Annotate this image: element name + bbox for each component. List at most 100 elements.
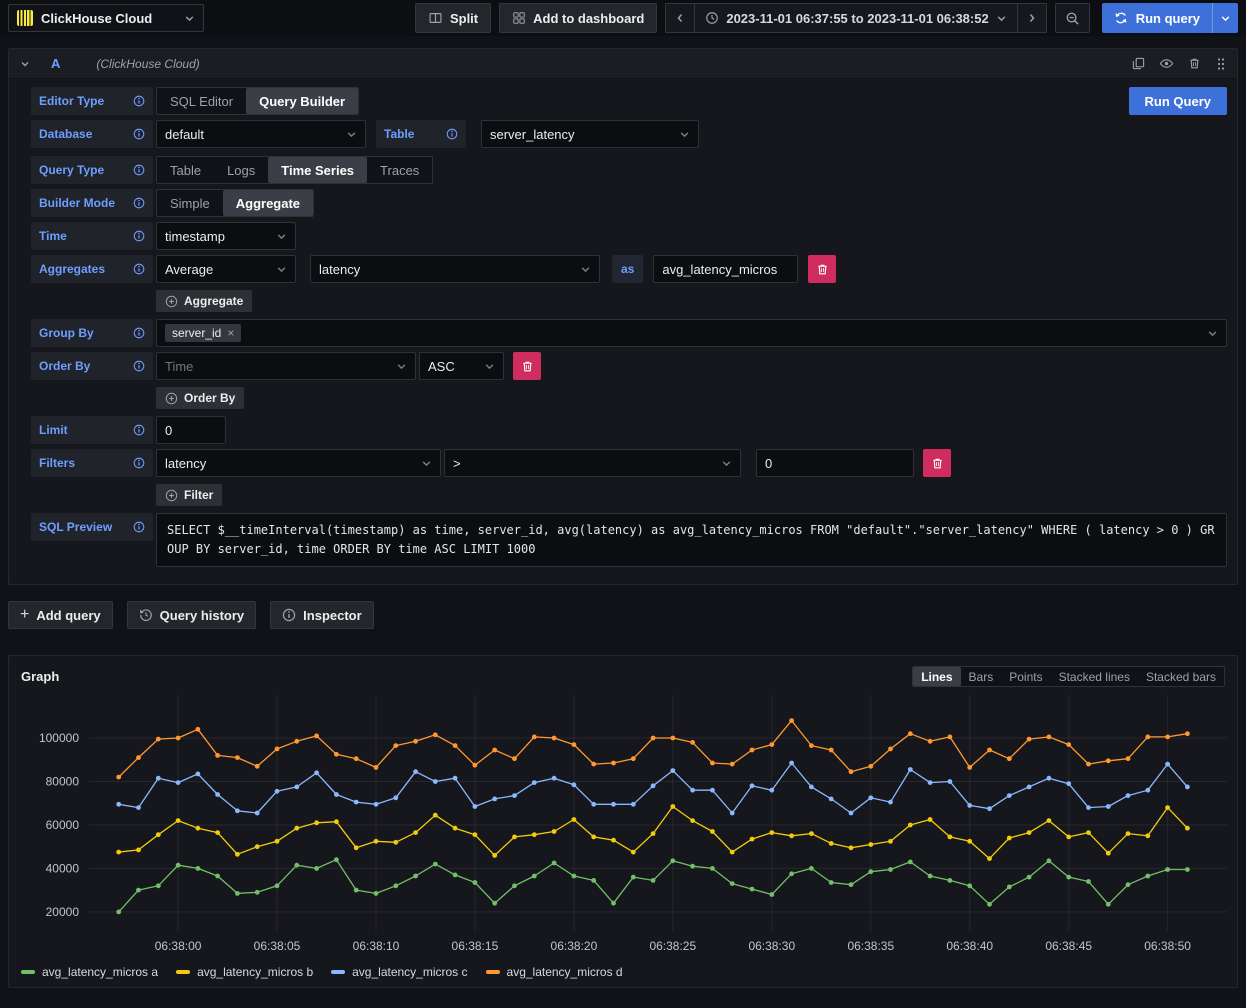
legend-swatch [21, 970, 35, 974]
limit-input[interactable] [156, 416, 226, 444]
database-select[interactable]: default [156, 120, 366, 148]
query-history-button[interactable]: Query history [127, 601, 257, 629]
query-type-radio: TableLogsTime SeriesTraces [156, 156, 433, 184]
filter-value-input[interactable] [756, 449, 914, 477]
info-icon[interactable] [133, 327, 145, 339]
aggregate-function-select[interactable]: Average [156, 255, 296, 283]
toggle-visibility-icon[interactable] [1159, 56, 1174, 71]
chevron-down-icon [996, 13, 1007, 24]
remove-chip-icon[interactable]: × [227, 326, 234, 340]
editor-type-row: Editor Type SQL EditorQuery Builder Run … [31, 87, 1227, 115]
run-query-dropdown[interactable] [1212, 3, 1238, 33]
legend-item[interactable]: avg_latency_micros c [331, 965, 467, 979]
svg-text:06:38:25: 06:38:25 [649, 939, 696, 953]
inspector-button[interactable]: Inspector [270, 601, 374, 629]
datasource-picker[interactable]: ClickHouse Cloud [8, 4, 204, 32]
editor-type-radio: SQL EditorQuery Builder [156, 87, 359, 115]
legend-item[interactable]: avg_latency_micros d [486, 965, 623, 979]
option-sql-editor[interactable]: SQL Editor [157, 88, 246, 114]
option-simple[interactable]: Simple [157, 190, 223, 216]
chevron-left-icon [675, 12, 685, 24]
group-by-multiselect[interactable]: server_id × [156, 319, 1227, 347]
option-bars[interactable]: Bars [961, 667, 1002, 686]
remove-order-by-button[interactable] [513, 352, 541, 380]
drag-handle-icon[interactable] [1215, 57, 1227, 71]
svg-text:06:38:15: 06:38:15 [452, 939, 499, 953]
time-column-select[interactable]: timestamp [156, 222, 296, 250]
svg-text:06:38:30: 06:38:30 [748, 939, 795, 953]
info-icon[interactable] [133, 230, 145, 242]
order-by-field-select[interactable]: Time [156, 352, 416, 380]
graph-panel: Graph LinesBarsPointsStacked linesStacke… [8, 655, 1238, 988]
collapse-chevron-icon[interactable] [19, 58, 31, 70]
add-filter-button[interactable]: Filter [156, 484, 222, 506]
time-range-button[interactable]: 2023-11-01 06:37:55 to 2023-11-01 06:38:… [695, 3, 1017, 33]
svg-text:06:38:45: 06:38:45 [1045, 939, 1092, 953]
run-query-label: Run query [1136, 11, 1200, 26]
query-ref-id: A [51, 56, 60, 71]
query-datasource-hint: (ClickHouse Cloud) [96, 57, 199, 71]
top-toolbar: ClickHouse Cloud Split Add to dashboard [0, 0, 1246, 36]
duplicate-query-icon[interactable] [1132, 57, 1145, 70]
info-icon[interactable] [133, 197, 145, 209]
option-stacked-bars[interactable]: Stacked bars [1138, 667, 1224, 686]
svg-text:06:38:40: 06:38:40 [946, 939, 993, 953]
run-query-inline-button[interactable]: Run Query [1129, 87, 1227, 115]
legend-item[interactable]: avg_latency_micros a [21, 965, 158, 979]
info-icon[interactable] [133, 360, 145, 372]
option-query-builder[interactable]: Query Builder [246, 88, 358, 114]
legend-swatch [176, 970, 190, 974]
info-icon[interactable] [446, 128, 458, 140]
filter-operator-select[interactable]: > [444, 449, 741, 477]
query-type-row: Query Type TableLogsTime SeriesTraces [31, 156, 1227, 184]
run-query-button[interactable]: Run query [1102, 3, 1212, 33]
group-by-label: Group By [31, 319, 153, 347]
info-circle-icon [282, 608, 296, 622]
split-button[interactable]: Split [415, 3, 491, 33]
option-logs[interactable]: Logs [214, 157, 268, 183]
svg-text:60000: 60000 [46, 818, 80, 832]
time-shift-forward-button[interactable] [1018, 3, 1047, 33]
option-lines[interactable]: Lines [913, 667, 960, 686]
info-icon[interactable] [133, 263, 145, 275]
info-icon[interactable] [133, 128, 145, 140]
option-stacked-lines[interactable]: Stacked lines [1051, 667, 1138, 686]
legend-label: avg_latency_micros b [197, 965, 313, 979]
aggregate-column-select[interactable]: latency [310, 255, 600, 283]
option-table[interactable]: Table [157, 157, 214, 183]
info-icon[interactable] [133, 521, 145, 533]
filter-column-select[interactable]: latency [156, 449, 441, 477]
zoom-out-button[interactable] [1055, 3, 1090, 33]
info-icon[interactable] [133, 457, 145, 469]
sql-preview-label: SQL Preview [31, 513, 153, 541]
option-traces[interactable]: Traces [367, 157, 432, 183]
option-time-series[interactable]: Time Series [268, 157, 367, 183]
add-to-dashboard-button[interactable]: Add to dashboard [499, 3, 657, 33]
option-aggregate[interactable]: Aggregate [223, 190, 313, 216]
aggregate-alias-input[interactable] [653, 255, 798, 283]
option-points[interactable]: Points [1001, 667, 1050, 686]
database-label: Database [31, 120, 153, 148]
add-order-by-button[interactable]: Order By [156, 387, 244, 409]
svg-text:06:38:20: 06:38:20 [551, 939, 598, 953]
info-icon[interactable] [133, 424, 145, 436]
refresh-icon [1114, 11, 1128, 25]
time-shift-back-button[interactable] [665, 3, 695, 33]
remove-query-icon[interactable] [1188, 57, 1201, 70]
info-icon[interactable] [133, 95, 145, 107]
order-direction-select[interactable]: ASC [419, 352, 504, 380]
info-icon[interactable] [133, 164, 145, 176]
add-aggregate-button[interactable]: Aggregate [156, 290, 252, 312]
time-series-chart[interactable]: 2000040000600008000010000006:38:0006:38:… [17, 693, 1239, 961]
add-query-button[interactable]: + Add query [8, 601, 113, 629]
time-range-text: 2023-11-01 06:37:55 to 2023-11-01 06:38:… [726, 11, 988, 26]
trash-icon [931, 457, 944, 470]
graph-style-radio: LinesBarsPointsStacked linesStacked bars [912, 666, 1225, 687]
svg-text:06:38:00: 06:38:00 [155, 939, 202, 953]
aggregates-label: Aggregates [31, 255, 153, 283]
remove-aggregate-button[interactable] [808, 255, 836, 283]
table-select[interactable]: server_latency [481, 120, 699, 148]
remove-filter-button[interactable] [923, 449, 951, 477]
legend-item[interactable]: avg_latency_micros b [176, 965, 313, 979]
svg-text:80000: 80000 [46, 775, 80, 789]
